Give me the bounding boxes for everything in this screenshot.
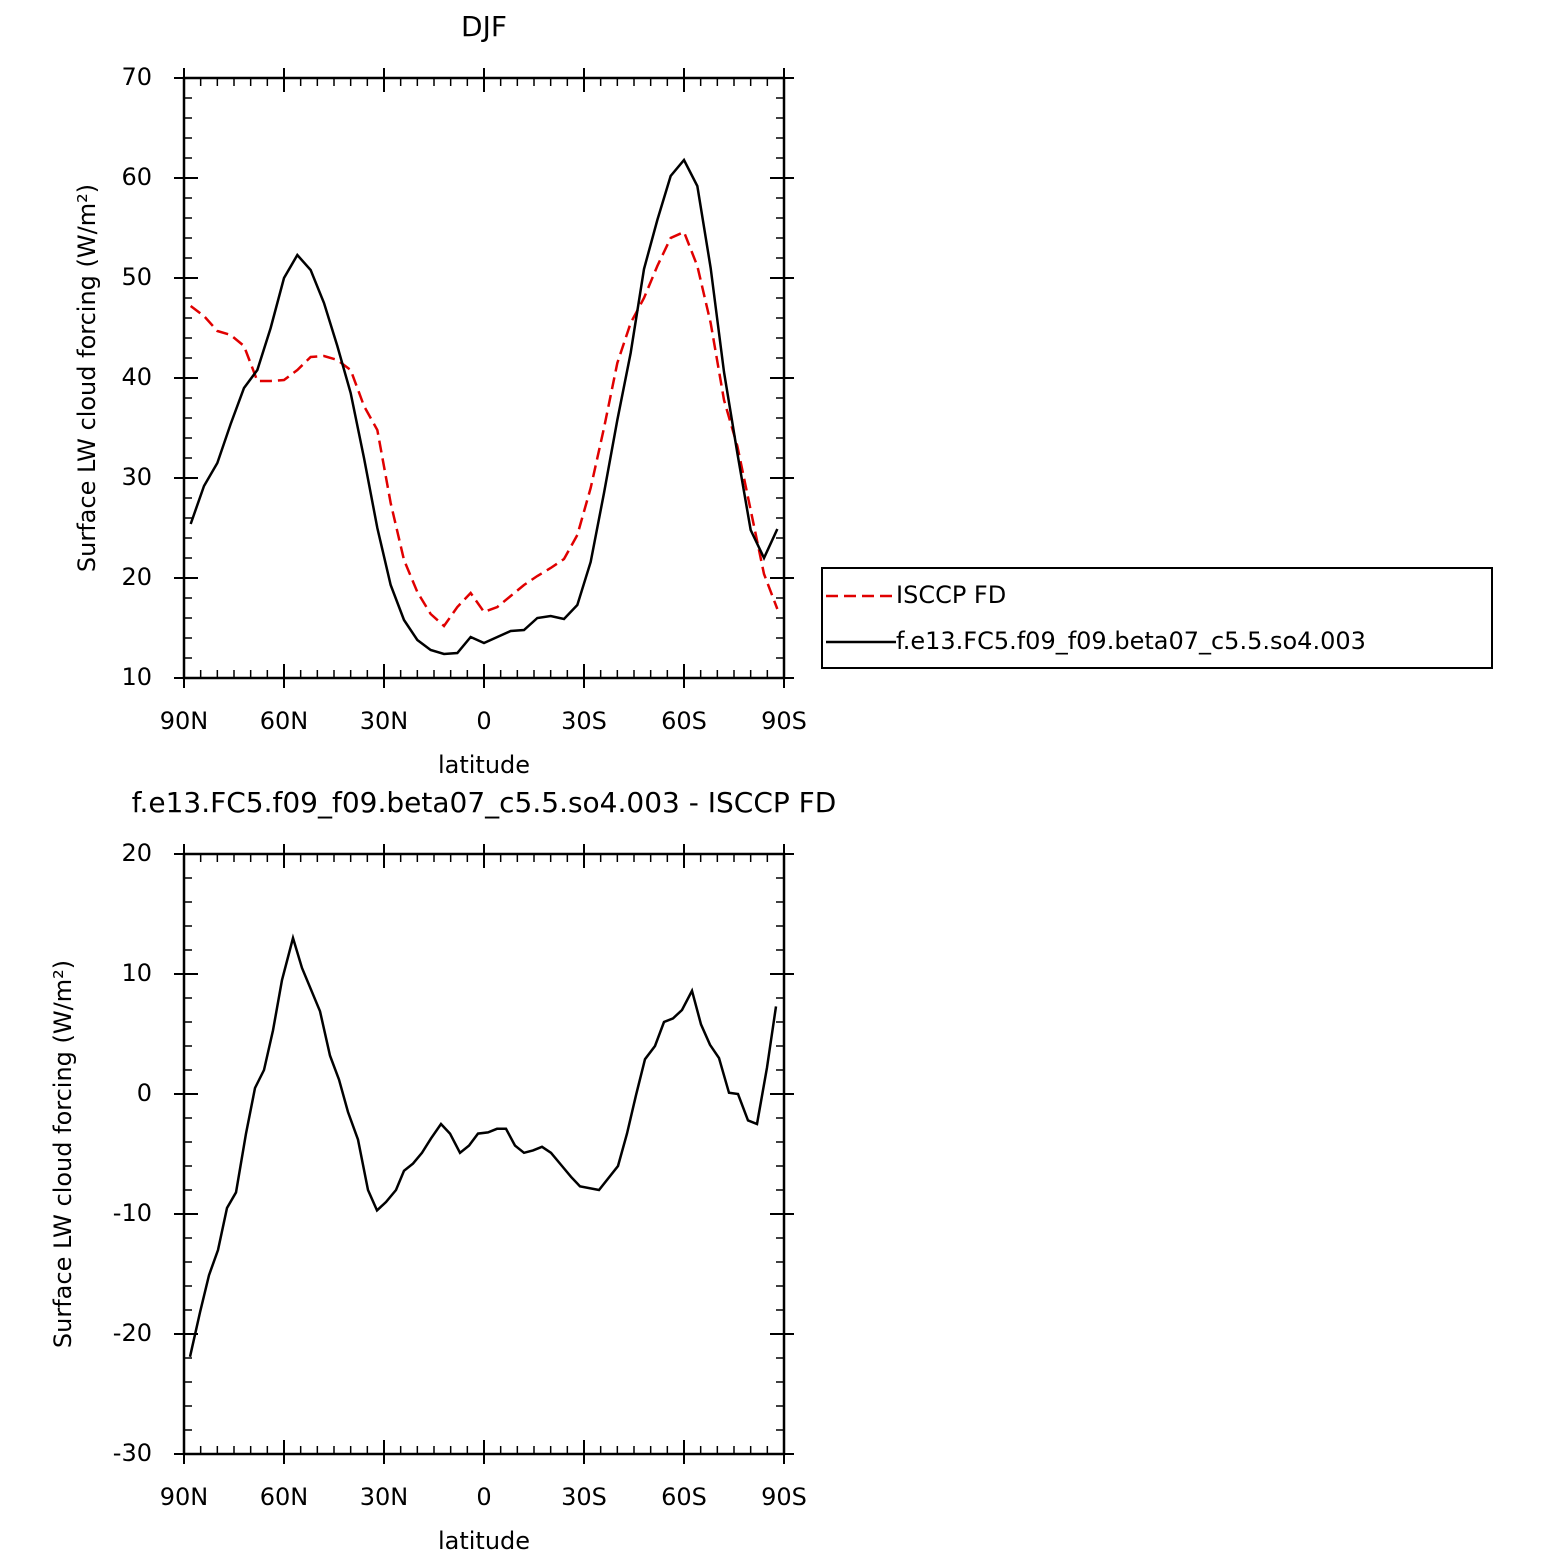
y-tick-label: 60 (121, 163, 152, 191)
y-tick-label: -10 (113, 1199, 152, 1227)
y-tick-label: 10 (121, 663, 152, 691)
y-tick-label: -30 (113, 1439, 152, 1467)
y-tick-label: -20 (113, 1319, 152, 1347)
y-tick-label: 50 (121, 263, 152, 291)
x-tick-label: 0 (476, 707, 491, 735)
y-tick-label: 20 (121, 839, 152, 867)
x-tick-label: 30S (561, 707, 607, 735)
legend-label: f.e13.FC5.f09_f09.beta07_c5.5.so4.003 (896, 627, 1366, 655)
x-tick-label: 90S (761, 1483, 807, 1511)
x-tick-label: 60S (661, 707, 707, 735)
x-tick-label: 30S (561, 1483, 607, 1511)
data-line (188, 933, 778, 1358)
y-tick-label: 0 (137, 1079, 152, 1107)
data-line (189, 230, 779, 628)
y-tick-label: 40 (121, 363, 152, 391)
x-axis-label: latitude (438, 1527, 530, 1555)
chart-title: f.e13.FC5.f09_f09.beta07_c5.5.so4.003 - … (132, 786, 837, 819)
x-tick-label: 0 (476, 1483, 491, 1511)
x-tick-label: 30N (360, 1483, 409, 1511)
x-tick-label: 60N (260, 1483, 309, 1511)
y-tick-label: 30 (121, 463, 152, 491)
y-tick-label: 70 (121, 63, 152, 91)
x-axis-label: latitude (438, 751, 530, 779)
y-tick-label: 10 (121, 959, 152, 987)
plot-frame (182, 852, 786, 1456)
x-tick-label: 90N (160, 1483, 209, 1511)
data-line (189, 157, 779, 656)
y-axis-label: Surface LW cloud forcing (W/m²) (73, 184, 101, 572)
y-axis-label: Surface LW cloud forcing (W/m²) (49, 960, 77, 1348)
chart-title: DJF (461, 10, 507, 43)
x-tick-label: 60N (260, 707, 309, 735)
x-tick-label: 30N (360, 707, 409, 735)
x-tick-label: 60S (661, 1483, 707, 1511)
legend-label: ISCCP FD (896, 581, 1006, 609)
y-tick-label: 20 (121, 563, 152, 591)
legend-box (821, 567, 1493, 669)
x-tick-label: 90S (761, 707, 807, 735)
plot-frame (182, 76, 786, 680)
x-tick-label: 90N (160, 707, 209, 735)
